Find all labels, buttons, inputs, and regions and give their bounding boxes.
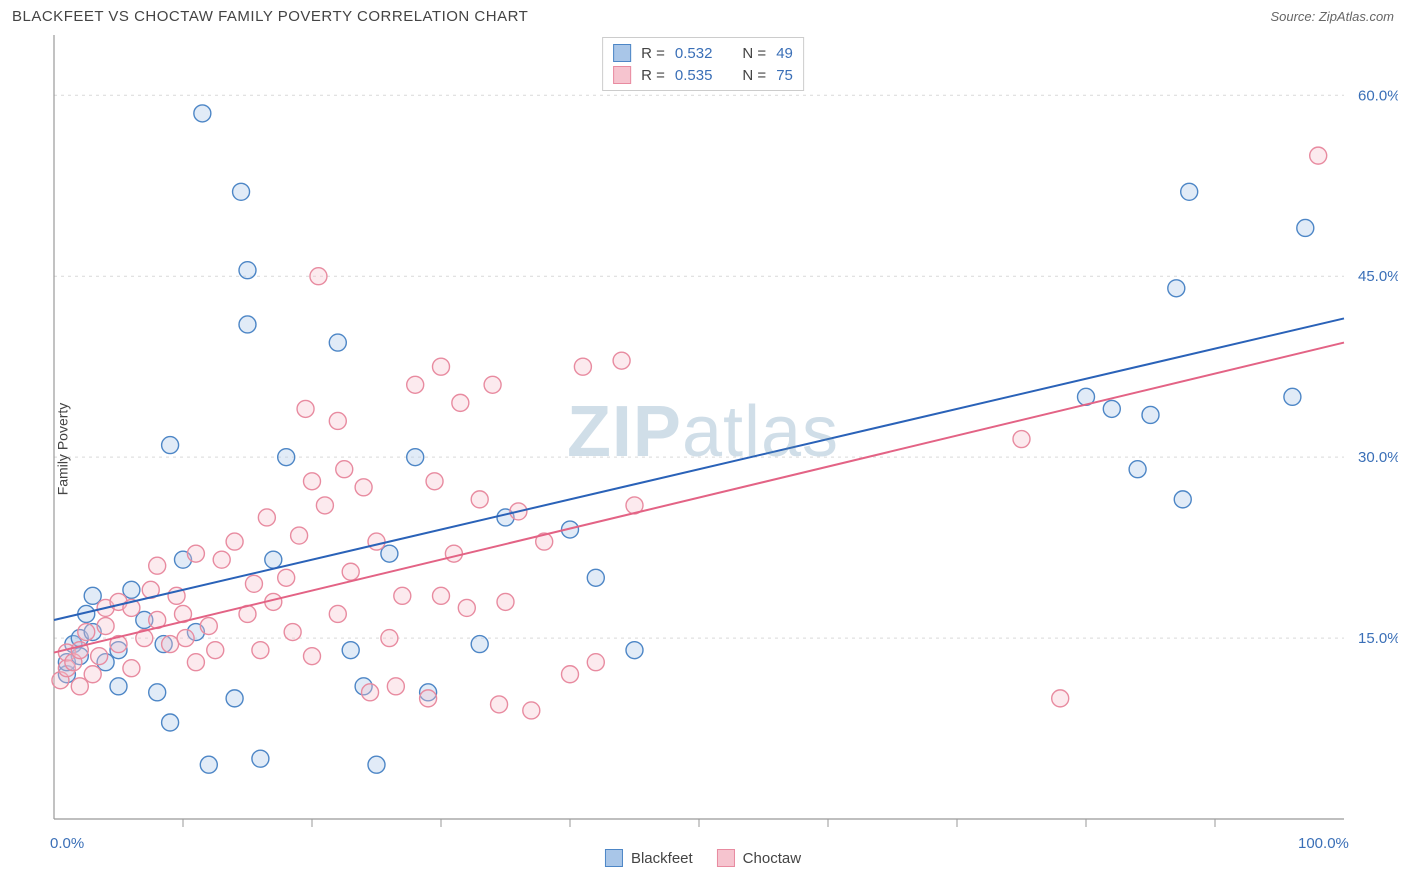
legend-item: Choctaw [717,849,801,867]
legend-swatch [605,849,623,867]
svg-text:30.0%: 30.0% [1358,449,1398,466]
series-legend: Blackfeet Choctaw [605,849,801,867]
scatter-chart: 15.0% 30.0% 45.0% 60.0% [8,29,1398,869]
legend-swatch [613,66,631,84]
legend-label: Choctaw [743,850,801,867]
stats-row: R =0.532N =49 [613,42,793,64]
stats-row: R =0.535N =75 [613,64,793,86]
svg-text:60.0%: 60.0% [1358,87,1398,104]
svg-text:15.0%: 15.0% [1358,630,1398,647]
y-axis-label: Family Poverty [54,403,70,496]
legend-label: Blackfeet [631,850,693,867]
x-axis-max-label: 100.0% [1298,835,1349,852]
legend-item: Blackfeet [605,849,693,867]
x-axis-min-label: 0.0% [50,835,84,852]
legend-swatch [717,849,735,867]
chart-title: BLACKFEET VS CHOCTAW FAMILY POVERTY CORR… [12,8,528,25]
legend-swatch [613,44,631,62]
svg-text:45.0%: 45.0% [1358,268,1398,285]
stats-legend: R =0.532N =49R =0.535N =75 [602,37,804,91]
source-label: Source: ZipAtlas.com [1270,9,1394,24]
chart-container: Family Poverty 15.0%30.0%45.0%60.0% ZIPa… [8,29,1398,869]
